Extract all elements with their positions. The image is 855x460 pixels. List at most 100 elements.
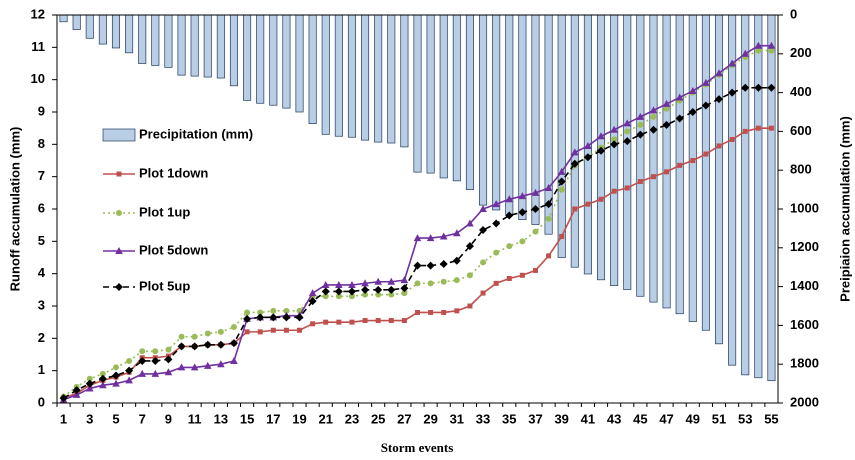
marker	[662, 99, 671, 107]
marker	[531, 205, 540, 213]
bar	[98, 14, 107, 45]
x-tick-label: 45	[633, 411, 647, 426]
marker	[636, 130, 645, 139]
x-tick-label: 15	[240, 411, 254, 426]
marker	[585, 201, 591, 207]
bar	[321, 14, 330, 135]
marker	[532, 267, 538, 273]
marker	[439, 232, 448, 240]
legend-bg	[99, 203, 279, 223]
marker	[741, 83, 750, 92]
marker	[85, 379, 94, 388]
x-tick-label: 51	[712, 411, 726, 426]
y-tick-label: 9	[38, 103, 45, 118]
marker	[151, 356, 160, 365]
marker	[400, 276, 409, 284]
x-axis-label: Storm events	[381, 440, 454, 455]
marker	[558, 186, 565, 193]
marker	[675, 114, 684, 123]
marker	[112, 364, 119, 371]
marker	[347, 287, 356, 296]
marker	[388, 318, 394, 324]
legend-bg	[99, 241, 279, 261]
marker	[229, 339, 238, 348]
marker	[244, 309, 251, 316]
bar	[754, 14, 763, 379]
marker	[480, 259, 487, 266]
legend-marker	[116, 171, 122, 177]
marker	[584, 141, 592, 149]
marker	[532, 228, 539, 235]
bar	[492, 14, 501, 211]
y-tick-label: 11	[31, 39, 45, 54]
marker	[597, 132, 605, 140]
marker	[492, 219, 501, 228]
marker	[466, 272, 473, 279]
marker	[623, 119, 632, 127]
marker	[138, 369, 147, 377]
marker	[545, 215, 552, 222]
marker	[126, 357, 133, 364]
x-tick-label: 3	[86, 411, 93, 426]
marker	[716, 143, 722, 149]
x-tick-label: 7	[139, 411, 146, 426]
marker	[283, 307, 290, 314]
bar	[701, 14, 710, 331]
bar	[465, 14, 474, 190]
bar	[151, 14, 160, 66]
marker	[597, 146, 606, 155]
marker	[297, 327, 303, 333]
marker	[583, 153, 592, 162]
x-tick-label: 49	[686, 411, 700, 426]
marker	[703, 151, 709, 157]
marker	[492, 200, 500, 208]
marker	[190, 342, 199, 351]
marker	[768, 47, 775, 54]
marker	[454, 308, 460, 314]
y-tick-label: 8	[38, 136, 45, 151]
marker	[611, 136, 618, 143]
marker	[178, 333, 185, 340]
marker	[139, 348, 146, 355]
marker	[111, 371, 120, 380]
marker	[361, 285, 370, 294]
marker	[177, 342, 186, 351]
marker	[348, 280, 356, 288]
bar	[518, 14, 527, 221]
y-tick-label: 1	[38, 362, 45, 377]
bar	[387, 14, 396, 144]
marker	[649, 125, 658, 134]
x-tick-label: 53	[738, 411, 752, 426]
marker	[664, 169, 670, 175]
bar	[72, 14, 81, 30]
y2-tick-label: 1600	[790, 317, 819, 332]
marker	[493, 280, 499, 286]
x-tick-label: 37	[528, 411, 542, 426]
x-tick-label: 21	[319, 411, 333, 426]
marker	[598, 196, 604, 202]
marker	[243, 314, 252, 323]
x-tick-label: 33	[476, 411, 490, 426]
marker	[439, 259, 448, 268]
marker	[203, 361, 212, 369]
marker	[204, 330, 211, 337]
marker	[164, 368, 173, 376]
marker	[624, 185, 630, 191]
bar	[282, 14, 291, 109]
bar	[610, 14, 619, 286]
x-tick-label: 47	[659, 411, 673, 426]
bar	[767, 14, 776, 382]
x-tick-label: 13	[214, 411, 228, 426]
marker	[663, 105, 670, 112]
marker	[322, 293, 329, 300]
bar	[479, 14, 488, 206]
marker	[465, 242, 474, 251]
marker	[428, 309, 434, 315]
marker	[610, 140, 619, 149]
y2-tick-label: 0	[790, 6, 797, 21]
marker	[310, 321, 316, 327]
bar	[714, 14, 724, 345]
marker	[650, 113, 657, 120]
marker	[152, 348, 159, 355]
